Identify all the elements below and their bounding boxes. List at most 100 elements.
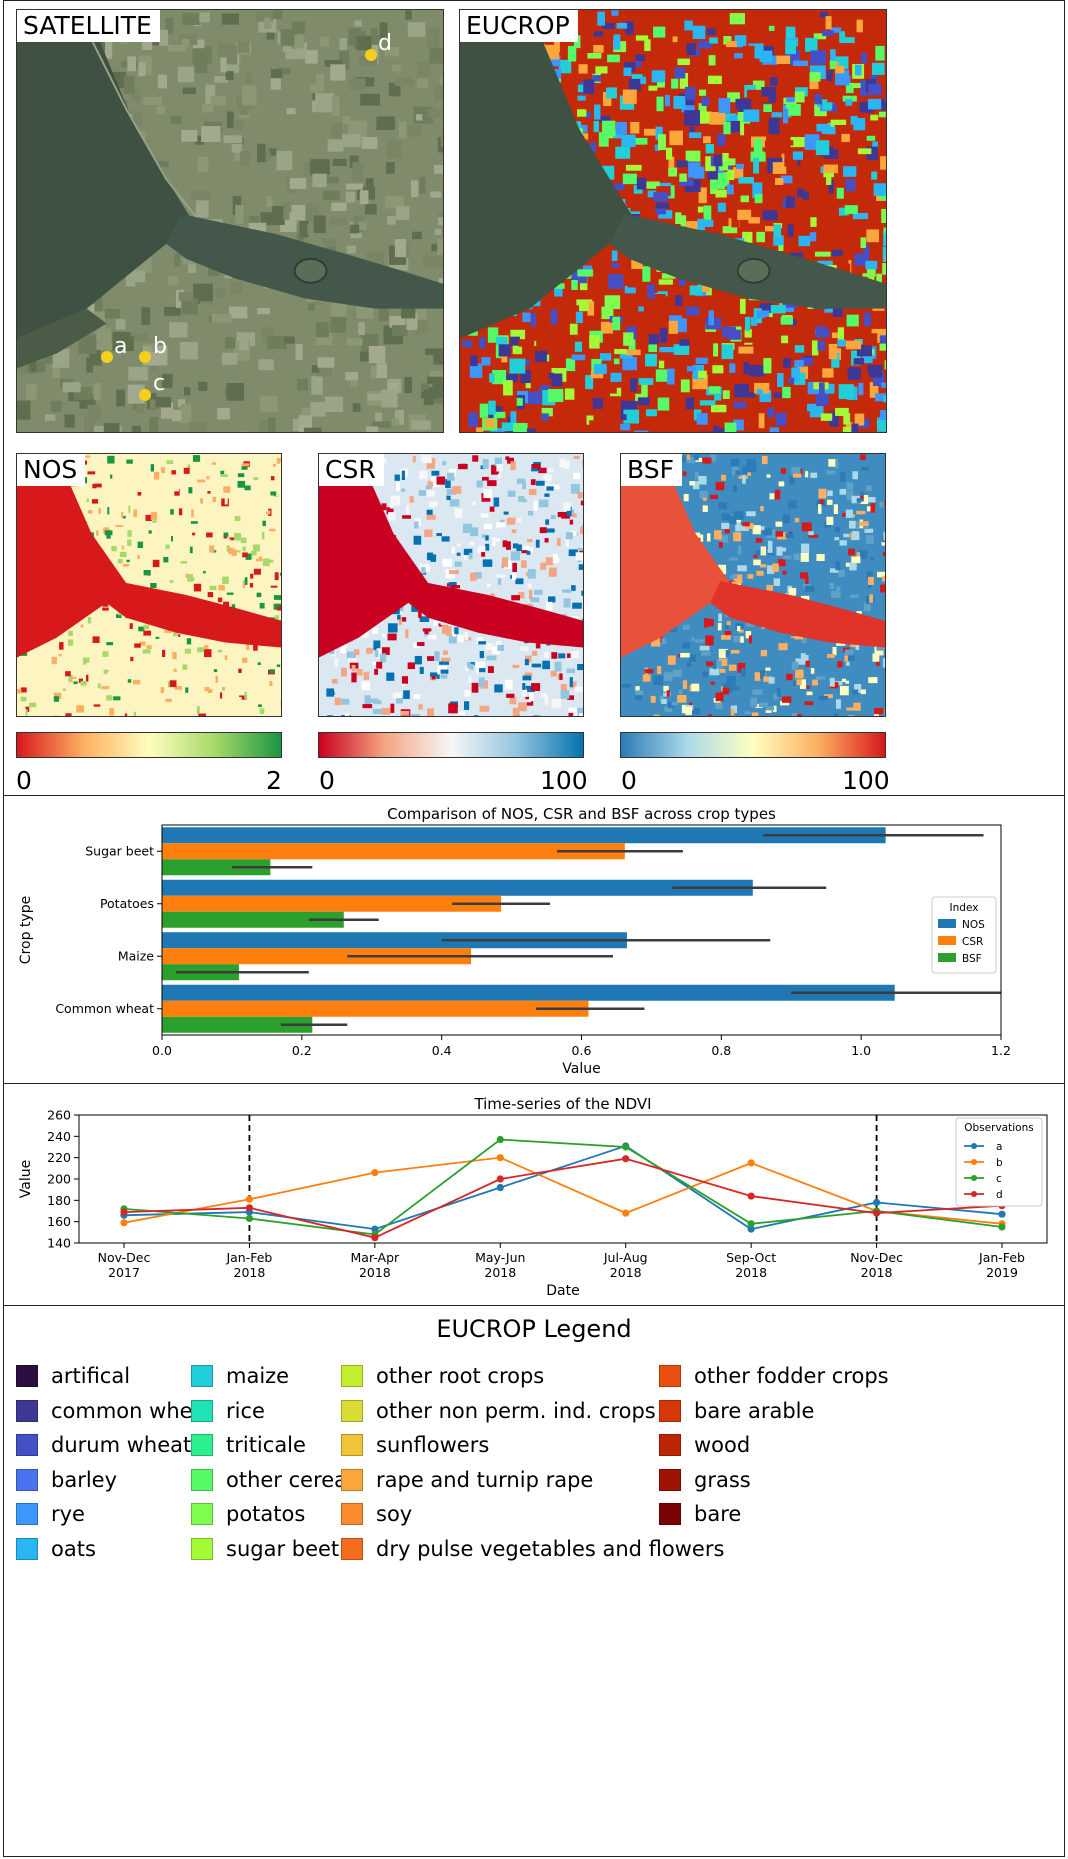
x-tick-label: May-Jun [475, 1250, 525, 1265]
data-point-a [371, 1225, 379, 1233]
chart-legend-marker [971, 1191, 977, 1197]
chart-legend-title: Observations [964, 1122, 1033, 1134]
legend-label: other cereals [226, 1468, 364, 1492]
chart-legend-label: d [996, 1189, 1003, 1201]
legend-swatch [16, 1365, 38, 1387]
legend-label: sugar beet [226, 1537, 340, 1561]
point-c-label: c [153, 371, 166, 396]
legend-swatch [341, 1434, 363, 1456]
chart-legend-swatch [938, 919, 956, 928]
chart-legend-label: NOS [962, 919, 985, 931]
x-tick-label: 2018 [735, 1265, 767, 1280]
x-tick-label: Mar-Apr [351, 1250, 401, 1265]
x-tick-label: 2018 [484, 1265, 516, 1280]
x-tick-label: 2018 [861, 1265, 893, 1280]
legend-label: rice [226, 1399, 265, 1423]
legend-entry: wood [659, 1432, 750, 1458]
legend-label: durum wheat [51, 1433, 192, 1457]
x-tick-label: 0.6 [572, 1043, 592, 1058]
x-tick-label: Jan-Feb [978, 1250, 1025, 1265]
data-point-b [747, 1159, 755, 1167]
chart-title: Time-series of the NDVI [473, 1095, 651, 1113]
eucrop-image [460, 10, 886, 432]
legend-entry: potatos [191, 1501, 305, 1527]
x-tick-label: 0.2 [292, 1043, 312, 1058]
x-axis-label: Value [562, 1061, 600, 1077]
legend-swatch [191, 1469, 213, 1491]
legend-label: maize [226, 1364, 290, 1388]
legend-swatch [191, 1538, 213, 1560]
y-tick-label: 140 [47, 1236, 71, 1251]
legend-entry: bare [659, 1501, 741, 1527]
point-a-marker [101, 351, 113, 363]
eucrop-label: EUCROP [460, 10, 578, 42]
legend-label: artifical [51, 1364, 131, 1388]
nos-image [17, 454, 281, 716]
bsf-colorbar-min: 0 [621, 766, 637, 795]
legend-entry: rice [191, 1398, 265, 1424]
data-point-d [120, 1208, 128, 1216]
point-b-marker [139, 351, 151, 363]
x-tick-label: 1.2 [991, 1043, 1011, 1058]
chart-legend-swatch [938, 936, 956, 945]
data-point-b [622, 1209, 630, 1217]
legend-label: dry pulse vegetables and flowers [376, 1537, 725, 1561]
point-a-label: a [114, 334, 128, 359]
chart-legend-marker [971, 1143, 977, 1149]
point-d-marker [365, 49, 377, 61]
csr-colorbar-max: 100 [540, 766, 588, 795]
data-point-d [747, 1192, 755, 1200]
bsf-colorbar-max: 100 [842, 766, 890, 795]
chart-legend-label: CSR [962, 936, 983, 948]
legend-entry: oats [16, 1536, 96, 1562]
csr-label: CSR [319, 454, 384, 486]
point-b-label: b [153, 334, 167, 359]
legend-entry: other cereals [191, 1467, 364, 1493]
legend-entry: rape and turnip rape [341, 1467, 593, 1493]
bar-csr [162, 895, 502, 912]
chart-legend-marker [971, 1175, 977, 1181]
legend-swatch [341, 1469, 363, 1491]
data-point-a [496, 1183, 504, 1192]
chart-legend-marker [971, 1159, 977, 1165]
x-tick-label: 2018 [610, 1265, 642, 1280]
satellite-map: SATELLITE a b c d [16, 9, 444, 433]
y-tick-label: Maize [118, 948, 154, 963]
data-point-d [872, 1209, 881, 1217]
nos-colorbar-max: 2 [266, 766, 282, 795]
legend-swatch [16, 1400, 38, 1422]
x-tick-label: 2018 [359, 1265, 391, 1280]
y-tick-label: Sugar beet [85, 843, 154, 858]
bar-bsf [162, 859, 271, 876]
x-axis-label: Date [546, 1283, 579, 1299]
csr-colorbar-min: 0 [319, 766, 335, 795]
chart-legend-label: b [996, 1157, 1003, 1169]
series-line-a [123, 1144, 1003, 1231]
nos-colorbar-min: 0 [16, 766, 32, 795]
legend-swatch [659, 1400, 681, 1422]
satellite-image [17, 10, 443, 432]
nos-colorbar [16, 732, 282, 758]
legend-entry: other root crops [341, 1363, 544, 1389]
y-tick-label: Common wheat [55, 1001, 154, 1016]
legend-label: wood [694, 1433, 751, 1457]
figure: SATELLITE a b c d EUCROP NOS [3, 0, 1065, 1857]
bar-bsf [162, 911, 344, 928]
data-point-c [496, 1135, 504, 1144]
plot-frame [78, 1114, 1048, 1244]
legend-swatch [659, 1469, 681, 1491]
legend-entry: other non perm. ind. crops [341, 1398, 656, 1424]
point-c-marker [139, 389, 151, 401]
y-tick-label: 220 [47, 1150, 71, 1165]
legend-label: other non perm. ind. crops [376, 1399, 656, 1423]
legend-label: sunflowers [376, 1433, 490, 1457]
data-point-b [245, 1195, 254, 1203]
x-tick-label: 2018 [234, 1265, 266, 1280]
data-point-b [371, 1169, 379, 1177]
legend-entry: barley [16, 1467, 117, 1493]
y-tick-label: 260 [47, 1108, 71, 1123]
chart-title: Comparison of NOS, CSR and BSF across cr… [387, 805, 776, 823]
data-point-c [622, 1143, 630, 1151]
y-tick-label: 180 [47, 1193, 71, 1208]
legend-swatch [659, 1434, 681, 1456]
